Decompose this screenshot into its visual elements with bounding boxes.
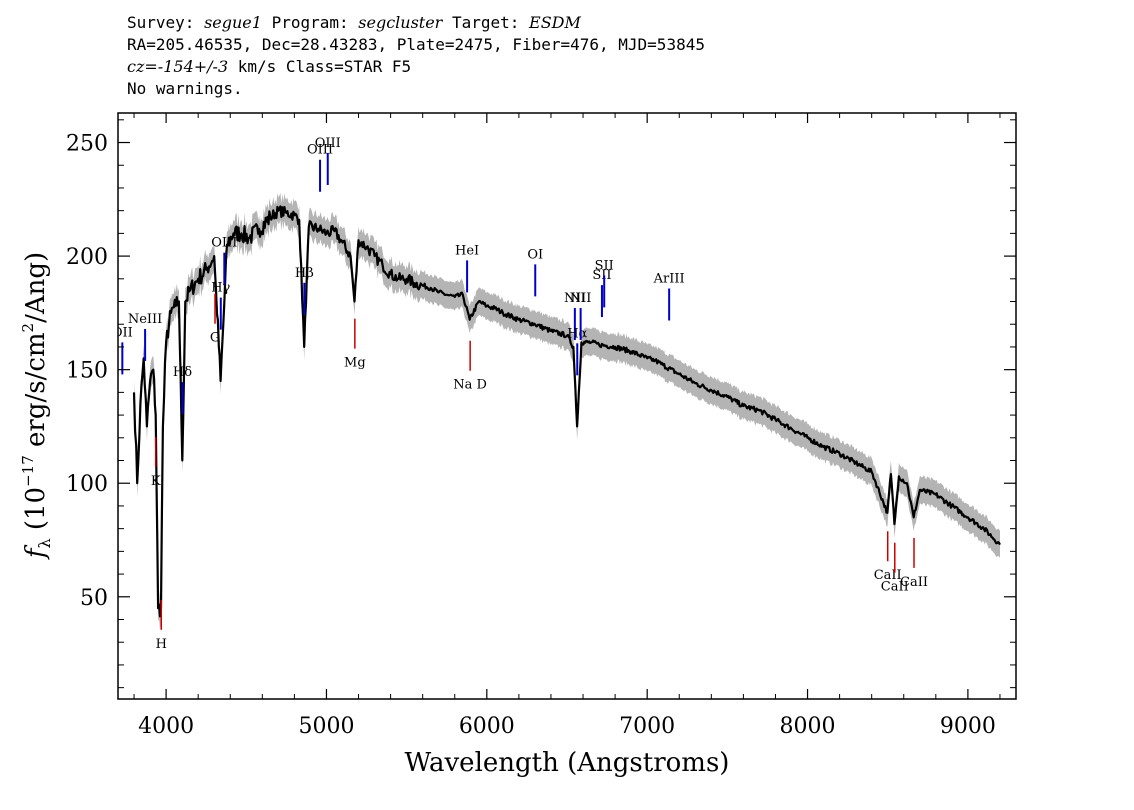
y-tick-label: 100 [66, 472, 108, 497]
absorption-line-label: K [151, 474, 161, 489]
emission-line-label: OII [112, 325, 133, 340]
emission-line-label: SII [592, 268, 611, 283]
absorption-line-label: CaII [881, 580, 909, 595]
absorption-line-label: Na D [453, 378, 487, 393]
y-axis-title: fλ (10−17 erg/s/cm2/Ang) [19, 252, 54, 560]
emission-line-label: Hα [567, 326, 587, 341]
emission-line-label: ArIII [653, 271, 685, 286]
error-band [134, 192, 1000, 630]
absorption-line-label: CaII [900, 575, 928, 590]
emission-line-label: NII [570, 291, 592, 306]
x-axis-title: Wavelength (Angstroms) [405, 748, 730, 778]
emission-line-label: OI [527, 247, 543, 262]
warnings-line: No warnings. [127, 79, 243, 98]
emission-line-label: OIII [211, 236, 237, 251]
program-label: Program: [261, 13, 359, 32]
absorption-line-label: Mg [344, 356, 366, 371]
class-text: km/s Class=STAR F5 [228, 57, 412, 76]
y-tick-label: 150 [66, 359, 108, 384]
absorption-line-label: H [156, 637, 167, 652]
target-value: ESDM [529, 13, 581, 32]
emission-line-label: Hβ [295, 266, 314, 281]
emission-line-label: SII [595, 258, 614, 273]
flux-line [132, 205, 1001, 618]
x-tick-label: 8000 [780, 714, 836, 739]
flux-series [132, 205, 1001, 618]
x-tick-label: 4000 [138, 714, 194, 739]
target-label: Target: [442, 13, 530, 32]
emission-line-label: HeI [455, 243, 479, 258]
absorption-line-label: G [210, 331, 220, 346]
redshift-line: cz=-154+/-3 km/s Class=STAR F5 [127, 56, 705, 78]
emission-line-label: NeIII [128, 312, 162, 327]
error-band-area [134, 192, 1000, 630]
y-tick-label: 200 [66, 245, 108, 270]
program-value: segcluster [358, 13, 443, 32]
emission-line-label: OIII [307, 143, 333, 158]
emission-line-label: Hδ [173, 365, 192, 380]
cz-value: cz=-154+/-3 [127, 57, 229, 76]
x-tick-label: 5000 [298, 714, 354, 739]
survey-line: Survey: segue1 Program: segcluster Targe… [127, 12, 705, 34]
y-tick-label: 250 [66, 132, 108, 157]
survey-label: Survey: [127, 13, 205, 32]
emission-line-label: NII [564, 291, 586, 306]
plot-header: Survey: segue1 Program: segcluster Targe… [127, 12, 705, 100]
plot-frame [117, 112, 1017, 700]
axis-ticks: 4000 5000 6000 7000 8000 9000 50 100 150 200 250 [66, 113, 1016, 739]
coords-line: RA=205.46535, Dec=28.43283, Plate=2475, … [127, 35, 705, 54]
y-tick-label: 50 [80, 586, 108, 611]
x-tick-label: 7000 [619, 714, 675, 739]
x-tick-label: 9000 [940, 714, 996, 739]
emission-line-label: Hγ [211, 281, 230, 296]
survey-value: segue1 [204, 13, 262, 32]
x-tick-label: 6000 [459, 714, 515, 739]
emission-line-label: OIII [315, 136, 341, 151]
